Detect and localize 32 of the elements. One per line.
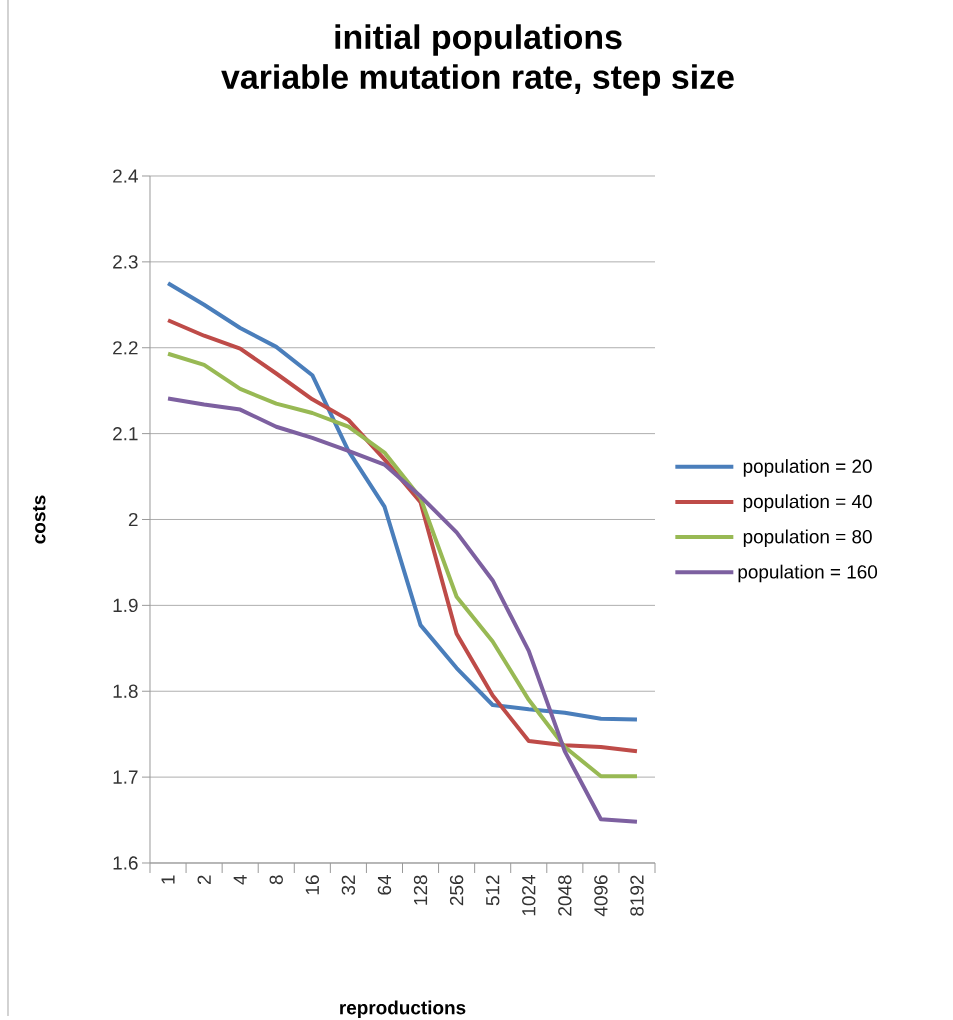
- x-tick-label: 4096: [594, 875, 608, 917]
- x-tick-label: 128: [413, 875, 428, 905]
- legend-label: population = 20: [743, 459, 872, 477]
- y-tick-label: 2.4: [113, 169, 138, 183]
- x-axis-title: reproductions: [340, 1000, 466, 1019]
- x-tick-label: 1024: [522, 875, 536, 916]
- x-tick-label: 1: [161, 875, 175, 884]
- y-tick-label: 2: [128, 512, 138, 527]
- y-tick-label: 1.6: [113, 856, 138, 870]
- x-tick-label: 256: [449, 875, 464, 906]
- x-tick-label: 8192: [630, 875, 644, 916]
- legend-label: population = 160: [738, 564, 878, 583]
- line-series: [166, 396, 639, 824]
- x-tick-label: 4: [233, 875, 247, 885]
- x-tick-label: 2048: [558, 875, 572, 916]
- x-tick-label: 512: [485, 875, 500, 906]
- x-tick-label: 2: [197, 875, 211, 885]
- x-tick-label: 16: [305, 875, 320, 895]
- y-tick-label: 2.1: [113, 427, 138, 441]
- legend-label: population = 80: [743, 529, 872, 548]
- y-tick-label: 1.7: [113, 770, 138, 784]
- y-tick-label: 2.3: [113, 255, 138, 269]
- chart-title: initial populations: [335, 24, 622, 56]
- y-tick-label: 2.2: [113, 341, 138, 355]
- chart-subtitle: variable mutation rate, step size: [221, 64, 734, 96]
- x-tick-label: 8: [269, 875, 283, 885]
- y-tick-label: 1.9: [113, 598, 138, 613]
- legend-label: population = 40: [743, 494, 872, 512]
- y-tick-label: 1.8: [113, 684, 138, 698]
- x-tick-label: 64: [377, 875, 392, 895]
- y-axis-title: costs: [32, 495, 46, 544]
- x-tick-label: 32: [341, 875, 356, 895]
